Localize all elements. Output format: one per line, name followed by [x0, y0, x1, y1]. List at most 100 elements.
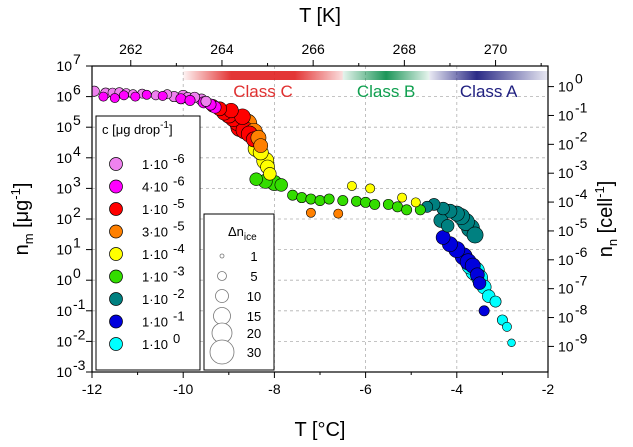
x-axis-title-top: T [K] — [299, 5, 341, 27]
data-point — [502, 321, 512, 332]
data-point — [323, 193, 335, 205]
concentration-legend-exp: -2 — [173, 286, 185, 301]
size-legend-title-main: Δn — [228, 224, 244, 239]
x-bottom-tick-label: -10 — [173, 381, 193, 397]
y-left-tick-exp: -2 — [73, 326, 86, 342]
size-legend-circle — [215, 289, 229, 303]
concentration-legend-label: 3·10 — [142, 225, 168, 240]
data-point — [401, 204, 413, 216]
data-point — [263, 167, 277, 181]
size-legend-label: 1 — [250, 249, 257, 264]
y-left-tick-label: 10 — [56, 180, 72, 196]
concentration-legend-exp: -1 — [173, 309, 185, 324]
y-right-tick-exp: -8 — [575, 302, 588, 318]
data-point — [369, 198, 381, 210]
y-left-tick-exp: 3 — [73, 173, 81, 189]
data-point — [347, 181, 357, 191]
svg-text:nm [μg-1]: nm [μg-1] — [8, 183, 36, 256]
size-legend-title-sub: ice — [244, 232, 257, 243]
y-right-title-unit: [cell — [595, 198, 617, 239]
y-left-tick-exp: -3 — [73, 357, 86, 373]
class-band-label: Class C — [233, 82, 293, 101]
size-legend-label: 5 — [250, 269, 257, 284]
concentration-legend-exp: -4 — [173, 241, 185, 256]
concentration-legend-exp: -6 — [173, 174, 185, 189]
concentration-legend-exp: -3 — [173, 264, 185, 279]
y-right-tick-label: 10 — [558, 165, 574, 181]
concentration-legend-label: 1·10 — [142, 247, 168, 262]
concentration-legend-label: 4·10 — [142, 180, 168, 195]
y-right-title-sup: -1 — [592, 186, 607, 198]
y-left-tick-label: 10 — [56, 211, 72, 227]
class-band-label: Class B — [357, 82, 416, 101]
y-left-tick-exp: 1 — [73, 235, 81, 251]
size-legend-label: 10 — [247, 289, 261, 304]
data-point — [141, 89, 152, 100]
data-point — [119, 90, 129, 101]
y-right-tick-exp: -5 — [575, 215, 588, 231]
data-point — [274, 178, 288, 192]
y-right-tick-exp: -3 — [575, 157, 588, 173]
concentration-legend-label: 1·10 — [142, 337, 168, 352]
concentration-legend-entries: 1·10 -6 4·10 -6 1·10 -5 3·10 -5 1·10 -4 1·10 -3 1·10… — [109, 151, 185, 352]
size-legend-circle — [213, 307, 231, 325]
concentration-legend-exp: -5 — [173, 196, 185, 211]
concentration-legend-swatch — [109, 247, 123, 261]
y-right-tick-label: 10 — [558, 252, 574, 268]
svg-text:nn [cell-1]: nn [cell-1] — [592, 181, 620, 258]
data-point — [184, 94, 196, 106]
data-point — [351, 195, 362, 207]
y-left-tick-exp: 7 — [73, 51, 81, 67]
data-point — [365, 183, 376, 194]
size-legend-circle — [217, 271, 227, 281]
grid-lines — [92, 66, 548, 372]
y-right-tick-exp: -9 — [575, 330, 588, 346]
data-point — [392, 201, 403, 213]
y-right-tick-label: 10 — [558, 136, 574, 152]
data-point — [382, 198, 394, 210]
data-point — [157, 91, 168, 101]
y-left-title-end: ] — [11, 183, 33, 189]
y-left-tick-label: 10 — [56, 303, 72, 319]
data-point — [98, 91, 109, 102]
y-left-tick-label: 10 — [56, 89, 72, 105]
concentration-legend-swatch — [109, 202, 123, 216]
x-top-tick-label: 268 — [393, 41, 417, 57]
y-right-title-end: ] — [595, 181, 617, 187]
data-point — [109, 93, 120, 103]
concentration-legend-exp: -6 — [173, 151, 185, 166]
concentration-legend-title-sup: -1 — [160, 120, 169, 131]
data-point — [305, 193, 317, 205]
y-left-title-main: n — [11, 244, 33, 255]
y-right-tick-label: 10 — [558, 79, 574, 95]
data-point — [130, 91, 141, 102]
y-right-tick-exp: -2 — [575, 128, 588, 144]
x-bottom-tick-label: -4 — [451, 381, 464, 397]
size-legend-label: 15 — [247, 309, 261, 324]
data-point — [175, 93, 187, 105]
concentration-legend-title-main: c [μg drop — [102, 122, 160, 137]
size-legend-circle — [209, 339, 235, 365]
concentration-legend-swatch — [109, 179, 123, 194]
y-left-tick-label: 10 — [56, 58, 72, 74]
concentration-legend-swatch — [109, 337, 123, 351]
data-point — [507, 338, 516, 348]
y-left-tick-exp: 6 — [73, 82, 81, 98]
y-left-tick-exp: 2 — [73, 204, 81, 220]
y-left-title-sup: -1 — [8, 188, 23, 200]
y-left-tick-label: 10 — [56, 364, 72, 380]
y-right-tick-label: 10 — [558, 223, 574, 239]
concentration-legend-swatch — [109, 292, 123, 306]
concentration-legend-exp: 0 — [173, 331, 180, 346]
y-right-tick-exp: -6 — [575, 244, 588, 260]
x-top-tick-label: 264 — [210, 41, 234, 57]
data-point — [397, 192, 407, 203]
class-band-label: Class A — [460, 82, 518, 101]
x-bottom-tick-label: -6 — [359, 381, 372, 397]
data-point — [414, 204, 426, 216]
size-legend-title: Δnice — [228, 224, 257, 243]
y-left-tick-label: 10 — [56, 150, 72, 166]
concentration-legend-title-end: ] — [169, 122, 173, 137]
